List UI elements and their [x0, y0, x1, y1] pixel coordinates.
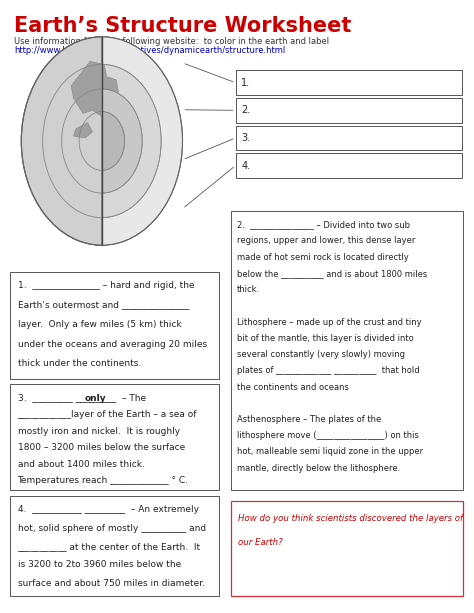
Wedge shape — [102, 89, 142, 193]
Text: 1800 – 3200 miles below the surface: 1800 – 3200 miles below the surface — [18, 443, 185, 452]
Text: 4.  ___________ _________  – An extremely: 4. ___________ _________ – An extremely — [18, 505, 199, 514]
Text: 2.: 2. — [241, 105, 251, 115]
Text: mantle, directly below the lithosphere.: mantle, directly below the lithosphere. — [237, 463, 400, 473]
Text: Use information from the following website:  to color in the earth and label: Use information from the following websi… — [14, 37, 329, 45]
Text: surface and about 750 miles in diameter.: surface and about 750 miles in diameter. — [18, 579, 205, 588]
Text: thick.: thick. — [237, 285, 260, 294]
Text: regions, upper and lower, this dense layer: regions, upper and lower, this dense lay… — [237, 236, 415, 245]
Text: Lithosphere – made up of the crust and tiny: Lithosphere – made up of the crust and t… — [237, 318, 421, 327]
Text: is 3200 to 2to 3960 miles below the: is 3200 to 2to 3960 miles below the — [18, 560, 181, 569]
Text: Temperatures reach _____________ ° C.: Temperatures reach _____________ ° C. — [18, 476, 189, 485]
Text: lithosphere move (________________) on this: lithosphere move (________________) on t… — [237, 431, 419, 440]
Text: and about 1400 miles thick.: and about 1400 miles thick. — [18, 460, 145, 469]
Text: Asthenosphere – The plates of the: Asthenosphere – The plates of the — [237, 415, 381, 424]
Wedge shape — [21, 37, 102, 245]
Text: 3.  _________ _________  – The: 3. _________ _________ – The — [18, 394, 148, 403]
Text: bit of the mantle, this layer is divided into: bit of the mantle, this layer is divided… — [237, 333, 413, 343]
Text: 2.  _______________ – Divided into two sub: 2. _______________ – Divided into two su… — [237, 220, 410, 229]
Text: the continents and oceans: the continents and oceans — [237, 383, 348, 392]
Text: Earth’s Structure Worksheet: Earth’s Structure Worksheet — [14, 16, 352, 36]
Text: only: only — [84, 394, 106, 403]
Text: How do you think scientists discovered the layers of: How do you think scientists discovered t… — [238, 514, 463, 524]
FancyBboxPatch shape — [236, 98, 462, 123]
Text: made of hot semi rock is located directly: made of hot semi rock is located directl… — [237, 253, 408, 262]
Text: several constantly (very slowly) moving: several constantly (very slowly) moving — [237, 350, 404, 359]
Text: below the __________ and is about 1800 miles: below the __________ and is about 1800 m… — [237, 268, 427, 278]
Text: 1.  _______________ – hard and rigid, the: 1. _______________ – hard and rigid, the — [18, 281, 194, 290]
Polygon shape — [71, 61, 118, 116]
Wedge shape — [102, 112, 125, 170]
Text: ___________ at the center of the Earth.  It: ___________ at the center of the Earth. … — [18, 542, 201, 551]
FancyBboxPatch shape — [236, 126, 462, 150]
FancyBboxPatch shape — [236, 70, 462, 95]
FancyBboxPatch shape — [10, 384, 219, 490]
FancyBboxPatch shape — [236, 153, 462, 178]
Text: hot, solid sphere of mostly __________ and: hot, solid sphere of mostly __________ a… — [18, 524, 206, 533]
Circle shape — [21, 37, 182, 245]
Text: 3.: 3. — [241, 133, 250, 143]
FancyBboxPatch shape — [231, 211, 463, 490]
Wedge shape — [102, 64, 161, 218]
Polygon shape — [73, 123, 92, 138]
Text: our Earth?: our Earth? — [238, 538, 283, 547]
Text: hot, malleable semi liquid zone in the upper: hot, malleable semi liquid zone in the u… — [237, 447, 423, 457]
Text: thick under the continents.: thick under the continents. — [18, 359, 141, 368]
Text: ____________layer of the Earth – a sea of: ____________layer of the Earth – a sea o… — [18, 410, 197, 419]
Text: mostly iron and nickel.  It is roughly: mostly iron and nickel. It is roughly — [18, 427, 180, 436]
Text: plates of _____________ __________  that hold: plates of _____________ __________ that … — [237, 366, 419, 375]
Text: layer.  Only a few miles (5 km) thick: layer. Only a few miles (5 km) thick — [18, 320, 181, 329]
FancyBboxPatch shape — [231, 501, 463, 596]
FancyBboxPatch shape — [10, 496, 219, 596]
Text: under the oceans and averaging 20 miles: under the oceans and averaging 20 miles — [18, 340, 207, 349]
Text: http://www.learner.org/interactives/dynamicearth/structure.html: http://www.learner.org/interactives/dyna… — [14, 46, 285, 55]
FancyBboxPatch shape — [10, 272, 219, 379]
Text: Earth’s outermost and _______________: Earth’s outermost and _______________ — [18, 300, 189, 310]
Text: 4.: 4. — [241, 161, 250, 170]
Wedge shape — [102, 37, 182, 245]
Text: 1.: 1. — [241, 78, 250, 88]
